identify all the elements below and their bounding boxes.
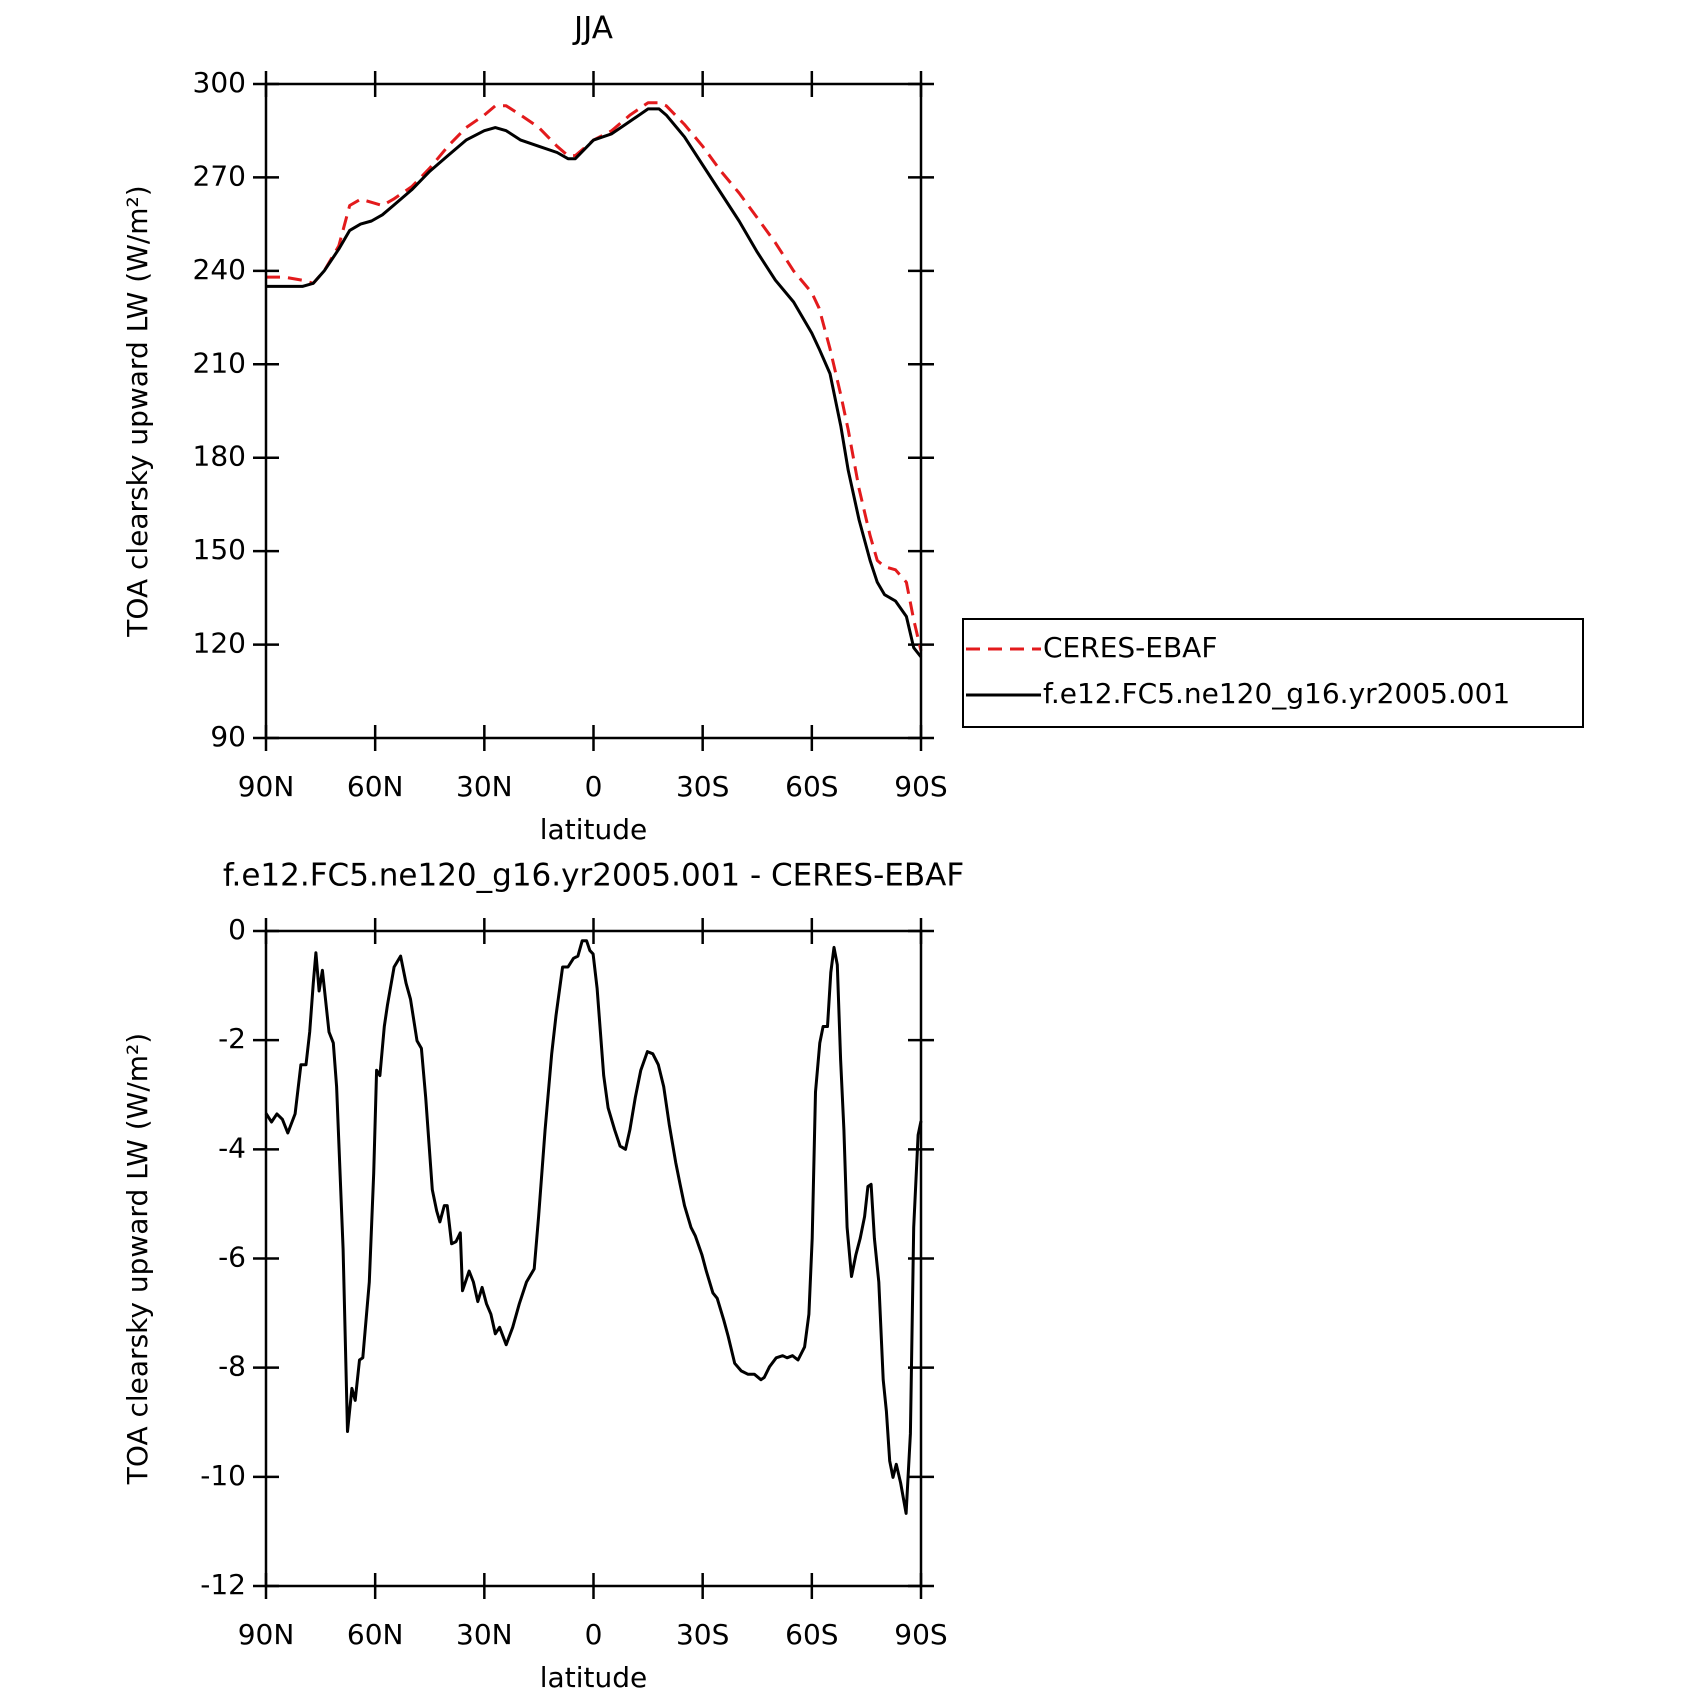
chart-title: f.e12.FC5.ne120_g16.yr2005.001 - CERES-E… <box>223 858 964 894</box>
x-tick-label: 60N <box>347 1618 404 1651</box>
data-line <box>266 107 923 658</box>
x-tick-label: 90N <box>238 1618 295 1651</box>
x-tick-label: 30N <box>456 770 513 803</box>
x-tick-label: 60N <box>347 770 404 803</box>
y-tick-label: -2 <box>218 1022 246 1055</box>
data-line <box>266 101 923 652</box>
y-tick-label: 270 <box>193 159 246 192</box>
legend-label: CERES-EBAF <box>1043 631 1217 664</box>
y-tick-label: 90 <box>210 720 246 753</box>
x-tick-label: 90N <box>238 770 295 803</box>
x-tick-label: 90S <box>894 1618 947 1651</box>
x-tick-label: 60S <box>785 770 838 803</box>
y-tick-label: -10 <box>200 1459 246 1492</box>
plot-frame <box>264 82 923 740</box>
y-axis-label: TOA clearsky upward LW (W/m²) <box>121 185 154 637</box>
y-tick-label: -8 <box>218 1350 246 1383</box>
legend-label: f.e12.FC5.ne120_g16.yr2005.001 <box>1043 677 1510 710</box>
y-tick-label: 240 <box>193 253 246 286</box>
x-tick-label: 90S <box>894 770 947 803</box>
y-tick-label: 210 <box>193 346 246 379</box>
y-tick-label: 0 <box>228 913 246 946</box>
x-tick-label: 30S <box>676 1618 729 1651</box>
y-tick-label: 180 <box>193 440 246 473</box>
y-tick-label: -12 <box>200 1568 246 1601</box>
data-line <box>264 939 923 1515</box>
y-tick-label: 120 <box>193 627 246 660</box>
x-axis-label: latitude <box>540 1661 647 1694</box>
x-tick-label: 0 <box>585 1618 603 1651</box>
y-tick-label: -6 <box>218 1241 246 1274</box>
x-axis-label: latitude <box>540 813 647 846</box>
y-axis-label: TOA clearsky upward LW (W/m²) <box>121 1033 154 1485</box>
y-tick-label: 150 <box>193 533 246 566</box>
x-tick-label: 30S <box>676 770 729 803</box>
x-tick-label: 0 <box>585 770 603 803</box>
y-tick-label: -4 <box>218 1131 246 1164</box>
x-tick-label: 30N <box>456 1618 513 1651</box>
x-tick-label: 60S <box>785 1618 838 1651</box>
plot-frame <box>264 929 923 1588</box>
y-tick-label: 300 <box>193 66 246 99</box>
chart-title: JJA <box>572 11 613 47</box>
legend-box <box>962 618 1584 728</box>
